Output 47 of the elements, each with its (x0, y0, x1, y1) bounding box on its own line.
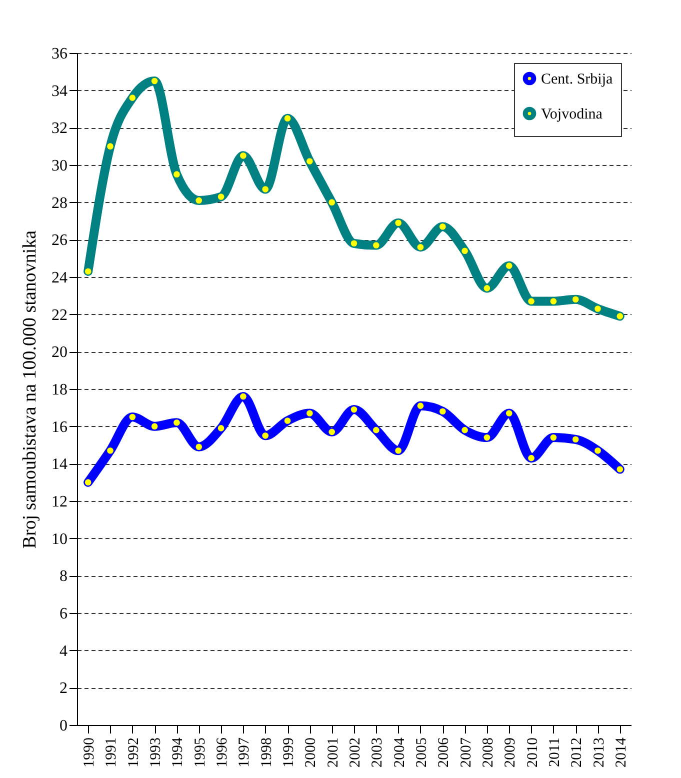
y-tick-label: 12 (52, 494, 68, 510)
y-tick-label: 36 (52, 46, 68, 62)
x-tick-label: 1999 (281, 738, 298, 768)
x-tick-label: 1996 (214, 737, 231, 768)
x-tick-label: 2008 (480, 738, 496, 768)
y-tick-label: 10 (52, 530, 68, 548)
y-tick-label: 6 (60, 606, 68, 622)
x-tick-label: 2001 (325, 738, 342, 768)
x-tick-label: 2012 (569, 738, 586, 768)
y-tick-label: 28 (52, 194, 68, 212)
x-tick-label: 2004 (392, 737, 408, 768)
y-tick-label: 14 (52, 456, 68, 474)
x-tick-label: 1991 (104, 738, 120, 768)
x-tick-label: 1994 (170, 737, 186, 768)
x-tick-label: 1995 (192, 738, 208, 768)
y-tick-label: 26 (52, 232, 68, 250)
x-tick-label: 2000 (303, 738, 320, 768)
x-tick-label: 2013 (591, 738, 608, 768)
y-tick-label: 4 (60, 642, 68, 660)
y-tick-label: 18 (52, 382, 68, 398)
x-tick-label: 1993 (148, 738, 164, 768)
y-tick-label: 16 (52, 418, 68, 436)
y-tick-label: 2 (60, 680, 68, 698)
x-tick-label: 2014 (613, 737, 630, 768)
y-tick-label: 24 (52, 270, 68, 286)
y-tick-label: 30 (52, 158, 68, 174)
x-tick-label: 2005 (414, 738, 430, 768)
y-axis-title: Broj samoubistava na 100.000 stanovnika (20, 230, 40, 549)
y-tick-label: 22 (52, 306, 68, 324)
y-tick-label: 34 (52, 82, 68, 100)
x-tick-label: 2007 (458, 737, 474, 768)
x-tick-label: 2010 (524, 738, 541, 768)
x-tick-label: 1990 (82, 738, 98, 768)
x-tick-label: 2002 (348, 738, 364, 768)
y-tick-label: 8 (60, 568, 68, 586)
legend-label: Vojvodina (541, 106, 603, 122)
y-tick-label: 20 (52, 344, 68, 362)
x-tick-label: 2011 (546, 738, 563, 767)
legend-label: Cent. Srbija (541, 72, 613, 88)
x-tick-label: 1997 (236, 737, 253, 768)
x-tick-label: 1992 (126, 738, 142, 768)
x-tick-label: 1998 (258, 738, 275, 768)
x-tick-label: 2006 (436, 737, 452, 768)
y-tick-label: 0 (60, 718, 68, 734)
x-tick-label: 2009 (502, 738, 519, 768)
x-tick-label: 2003 (370, 738, 386, 768)
y-tick-label: 32 (52, 120, 68, 138)
